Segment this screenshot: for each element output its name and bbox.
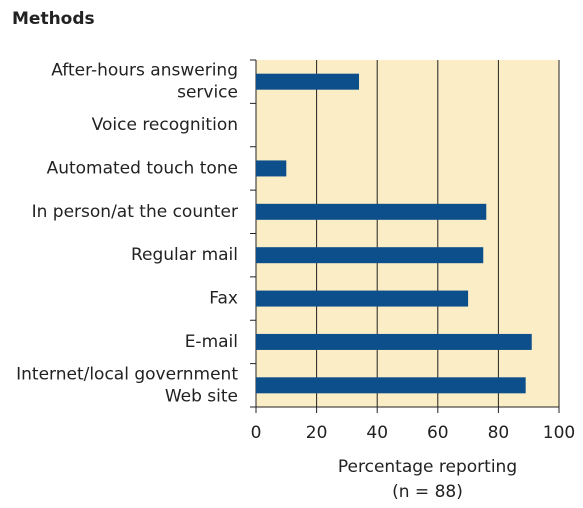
x-tick-label: 0 [251, 423, 262, 443]
y-tick-label: Internet/local government [16, 364, 238, 384]
bar [256, 73, 360, 90]
y-tick-label: In person/at the counter [32, 202, 238, 222]
y-tick-label: After-hours answering [51, 61, 238, 81]
x-tick-label: 60 [427, 423, 449, 443]
x-tick-label: 40 [366, 423, 388, 443]
chart-title: Methods [12, 9, 95, 29]
y-tick-label: Web site [165, 386, 238, 406]
bar [256, 377, 526, 394]
bar [256, 333, 532, 350]
x-tick-label: 20 [306, 423, 328, 443]
y-tick-label: service [177, 83, 238, 103]
bar [256, 290, 469, 307]
y-tick-label: Regular mail [131, 245, 238, 265]
plot-background [256, 60, 559, 407]
x-axis-label: (n = 88) [392, 482, 463, 502]
y-tick-label: Automated touch tone [47, 158, 238, 178]
bar [256, 247, 484, 264]
bar [256, 160, 287, 177]
x-tick-label: 80 [488, 423, 510, 443]
y-tick-label: E-mail [185, 332, 238, 352]
y-tick-label: Voice recognition [92, 115, 238, 135]
y-tick-label: Fax [209, 289, 238, 309]
x-tick-label: 100 [543, 423, 575, 443]
x-axis-label: Percentage reporting [338, 457, 517, 477]
bar [256, 203, 487, 220]
